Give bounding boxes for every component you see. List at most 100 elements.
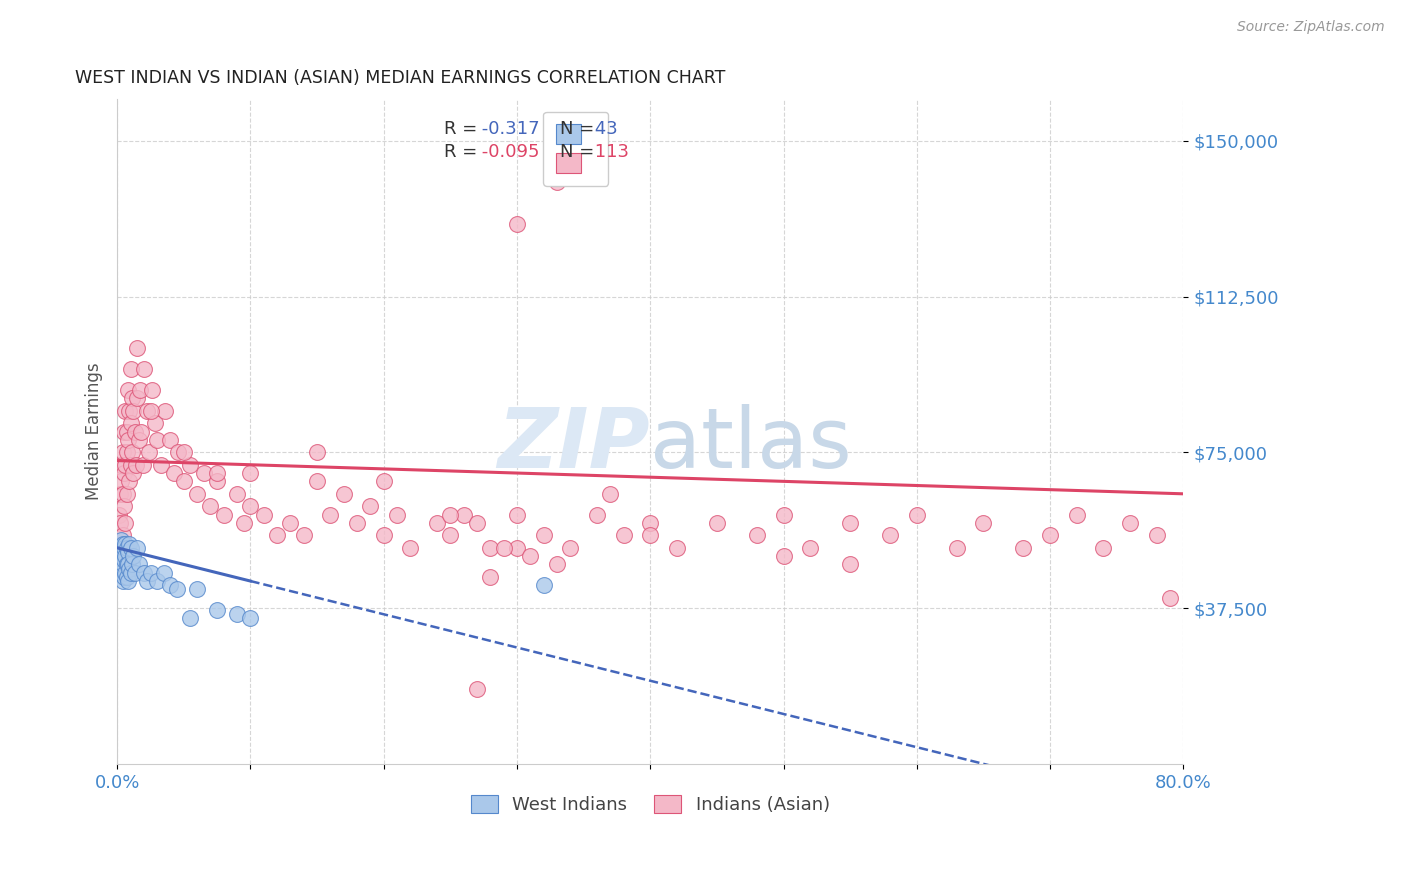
Point <box>118 403 141 417</box>
Point <box>108 561 131 575</box>
Point <box>453 508 475 522</box>
Point <box>114 536 136 550</box>
Point <box>112 541 135 555</box>
Point <box>122 466 145 480</box>
Point <box>205 466 228 480</box>
Point <box>115 541 138 555</box>
Point <box>586 508 609 522</box>
Point <box>200 500 222 514</box>
Point <box>226 607 249 622</box>
Text: R =: R = <box>444 120 484 138</box>
Point <box>131 458 153 472</box>
Point <box>226 487 249 501</box>
Point <box>373 475 395 489</box>
Point <box>839 558 862 572</box>
Point <box>492 541 515 555</box>
Point <box>121 445 143 459</box>
Point <box>112 553 135 567</box>
Point <box>839 516 862 530</box>
Point <box>972 516 994 530</box>
Point <box>373 528 395 542</box>
Point <box>115 425 138 439</box>
Point <box>307 445 329 459</box>
Point <box>115 570 138 584</box>
Point <box>114 549 136 563</box>
Point <box>186 487 208 501</box>
Text: atlas: atlas <box>650 404 852 485</box>
Point <box>125 458 148 472</box>
Point <box>173 475 195 489</box>
Point <box>253 508 276 522</box>
Point <box>399 541 422 555</box>
Point <box>506 541 529 555</box>
Point <box>110 533 132 547</box>
Point <box>159 433 181 447</box>
Point <box>121 391 143 405</box>
Point <box>280 516 302 530</box>
Point <box>110 549 132 563</box>
Point <box>107 541 129 555</box>
Point <box>115 487 138 501</box>
Point <box>141 383 163 397</box>
Point <box>120 416 142 430</box>
Point <box>117 383 139 397</box>
Point <box>1039 528 1062 542</box>
Point <box>479 570 502 584</box>
Point <box>745 528 768 542</box>
Point <box>599 487 621 501</box>
Point <box>426 516 449 530</box>
Point <box>153 566 176 580</box>
Point <box>1119 516 1142 530</box>
Point <box>186 582 208 597</box>
Point <box>114 458 136 472</box>
Point <box>232 516 254 530</box>
Point <box>110 566 132 580</box>
Point <box>111 487 134 501</box>
Point <box>111 445 134 459</box>
Point <box>132 362 155 376</box>
Point <box>114 516 136 530</box>
Point <box>117 545 139 559</box>
Point <box>359 500 381 514</box>
Point <box>1066 508 1088 522</box>
Point <box>110 458 132 472</box>
Point <box>533 528 555 542</box>
Point <box>772 508 794 522</box>
Point <box>129 425 152 439</box>
Point <box>146 574 169 588</box>
Point <box>905 508 928 522</box>
Text: WEST INDIAN VS INDIAN (ASIAN) MEDIAN EARNINGS CORRELATION CHART: WEST INDIAN VS INDIAN (ASIAN) MEDIAN EAR… <box>75 69 725 87</box>
Text: R =: R = <box>444 144 484 161</box>
Point <box>465 681 488 696</box>
Point <box>115 558 138 572</box>
Point <box>506 217 529 231</box>
Point <box>111 574 134 588</box>
Point <box>385 508 408 522</box>
Point <box>465 516 488 530</box>
Point <box>108 487 131 501</box>
Point <box>135 403 157 417</box>
Point <box>319 508 342 522</box>
Legend: West Indians, Indians (Asian): West Indians, Indians (Asian) <box>464 788 837 822</box>
Point <box>560 541 582 555</box>
Point <box>546 175 568 189</box>
Point <box>108 516 131 530</box>
Point <box>112 425 135 439</box>
Point <box>135 574 157 588</box>
Point <box>117 558 139 572</box>
Point <box>146 433 169 447</box>
Point <box>239 466 262 480</box>
Point <box>1146 528 1168 542</box>
Point <box>111 528 134 542</box>
Text: -0.317: -0.317 <box>477 120 540 138</box>
Point <box>117 433 139 447</box>
Point <box>205 603 228 617</box>
Point <box>120 362 142 376</box>
Point <box>1012 541 1035 555</box>
Point <box>439 508 461 522</box>
Point <box>179 458 201 472</box>
Point <box>332 487 354 501</box>
Point <box>120 458 142 472</box>
Point <box>212 508 235 522</box>
Point <box>114 403 136 417</box>
